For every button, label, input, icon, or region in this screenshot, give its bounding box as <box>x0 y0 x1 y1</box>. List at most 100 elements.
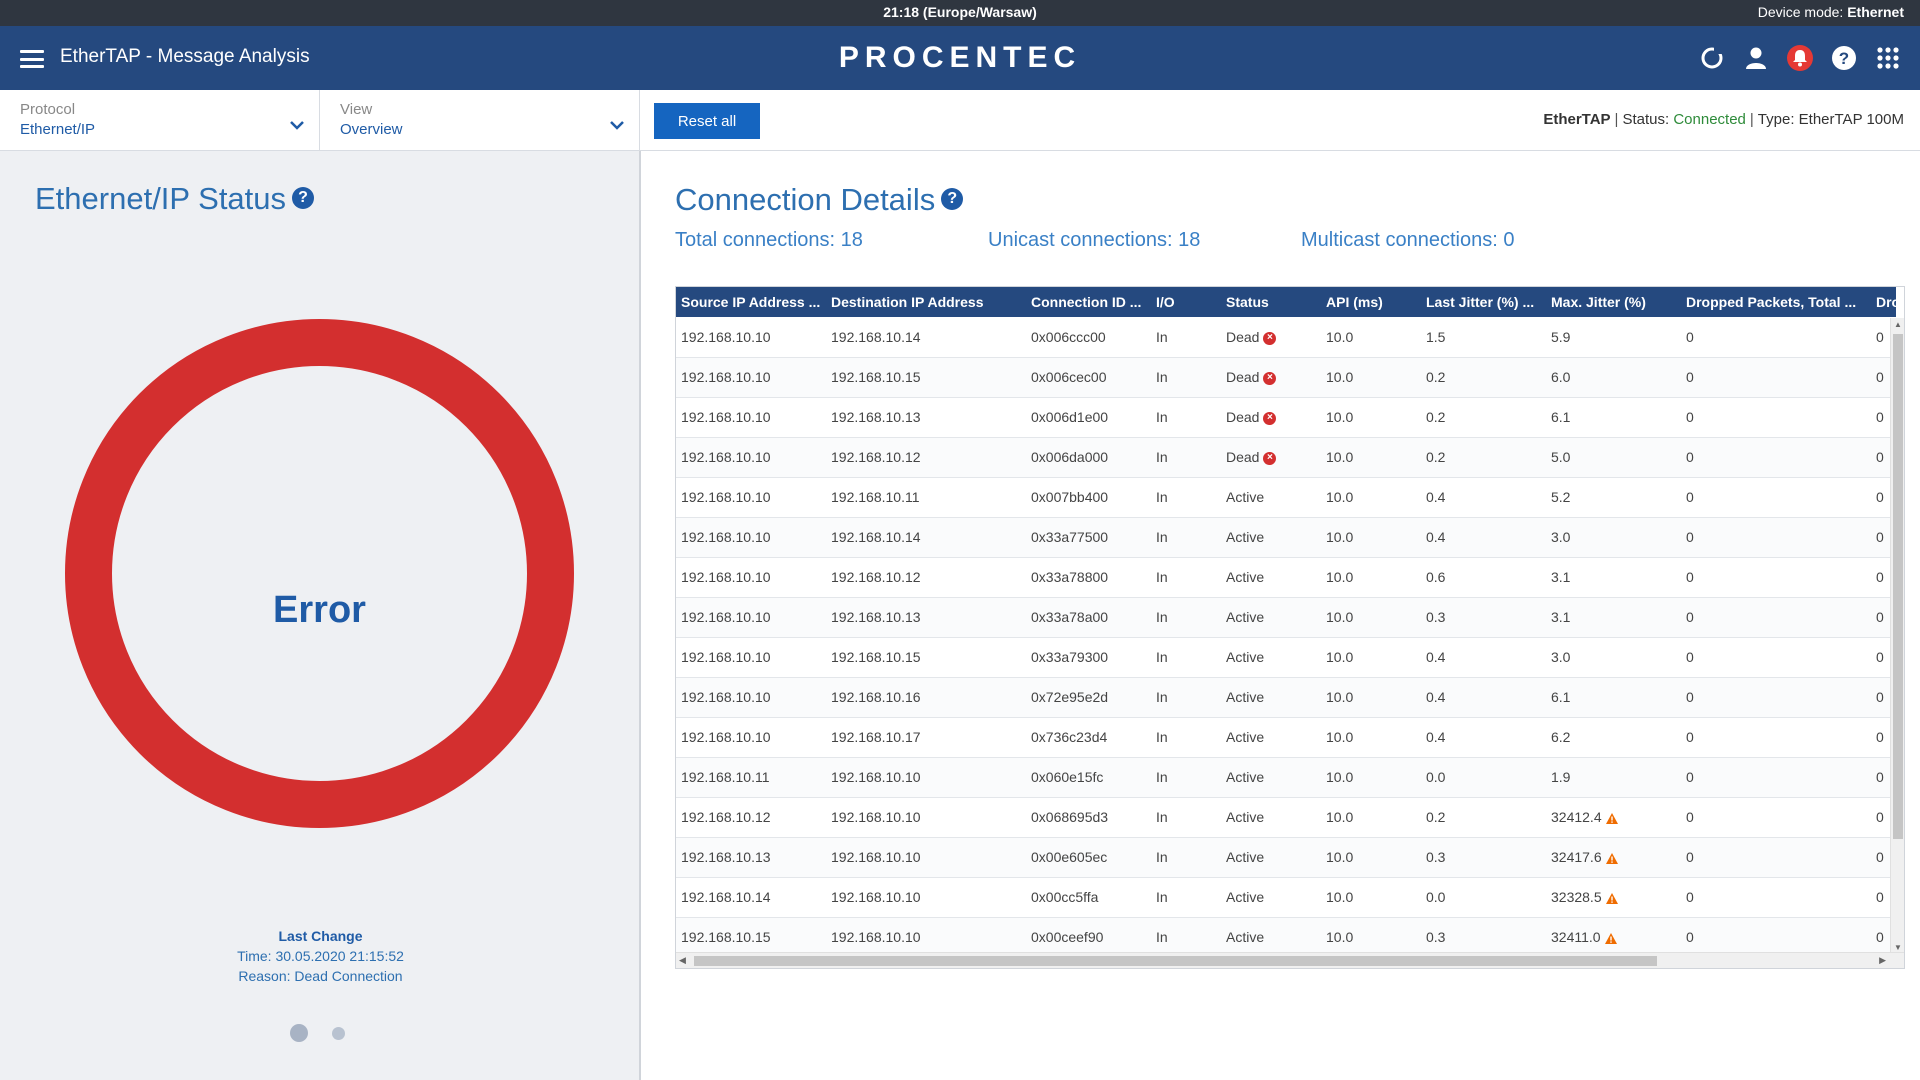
table-row[interactable]: 192.168.10.10 192.168.10.11 0x007bb400 In Ac… <box>676 477 1896 518</box>
column-header-last-jitter[interactable]: Last Jitter (%) ... <box>1421 287 1546 317</box>
table-row[interactable]: 192.168.10.12 192.168.10.10 0x068695d3 In Ac… <box>676 797 1896 838</box>
column-header-destination-ip[interactable]: Destination IP Address <box>826 287 1026 317</box>
cell-last-jitter: 0.4 <box>1421 517 1546 558</box>
table-row[interactable]: 192.168.10.10 192.168.10.15 0x33a79300 In Ac… <box>676 637 1896 678</box>
cell-status: Dead × <box>1221 357 1321 398</box>
cell-status: Active <box>1221 877 1321 918</box>
cell-last-jitter-value: 0.2 <box>1426 809 1446 825</box>
carousel-dot-2[interactable] <box>332 1026 345 1040</box>
vertical-scrollbar[interactable]: ▲ ▼ <box>1890 318 1904 954</box>
cell-dropped-packets: 0 <box>1681 677 1871 718</box>
cell-source-ip-value: 192.168.10.10 <box>681 729 771 745</box>
apps-grid-icon[interactable] <box>1874 44 1902 72</box>
system-bar: 21:18 (Europe/Warsaw) Device mode: Ether… <box>0 0 1920 26</box>
cell-last-jitter: 0.3 <box>1421 597 1546 638</box>
cell-source-ip: 192.168.10.10 <box>676 477 826 518</box>
column-header-status[interactable]: Status <box>1221 287 1321 317</box>
table-row[interactable]: 192.168.10.10 192.168.10.15 0x006cec00 In De… <box>676 357 1896 398</box>
vertical-scroll-thumb[interactable] <box>1893 334 1903 839</box>
last-change-time: Time: 30.05.2020 21:15:52 <box>237 948 404 964</box>
protocol-select[interactable]: Protocol Ethernet/IP <box>0 90 320 150</box>
error-x-icon: × <box>1263 331 1277 345</box>
table-row[interactable]: 192.168.10.10 192.168.10.14 0x006ccc00 In De… <box>676 317 1896 358</box>
notification-bell-icon[interactable] <box>1786 44 1814 72</box>
table-row[interactable]: 192.168.10.14 192.168.10.10 0x00cc5ffa In Ac… <box>676 877 1896 918</box>
cell-source-ip-value: 192.168.10.10 <box>681 409 771 425</box>
table-row[interactable]: 192.168.10.10 192.168.10.16 0x72e95e2d In Ac… <box>676 677 1896 718</box>
cell-max-jitter-value: 3.0 <box>1551 529 1571 545</box>
cell-source-ip: 192.168.10.10 <box>676 437 826 478</box>
cell-status-value: Active <box>1226 649 1265 665</box>
table-row[interactable]: 192.168.10.10 192.168.10.17 0x736c23d4 In Ac… <box>676 717 1896 758</box>
table-row[interactable]: 192.168.10.10 192.168.10.14 0x33a77500 In Ac… <box>676 517 1896 558</box>
cell-io: In <box>1151 477 1221 518</box>
multicast-connections: Multicast connections: 0 <box>1301 229 1515 251</box>
table-row[interactable]: 192.168.10.13 192.168.10.10 0x00e605ec In Ac… <box>676 837 1896 878</box>
cell-api-value: 10.0 <box>1326 449 1354 465</box>
table-row[interactable]: 192.168.10.11 192.168.10.10 0x060e15fc In Ac… <box>676 757 1896 798</box>
cell-connection-id: 0x72e95e2d <box>1026 677 1151 718</box>
user-icon[interactable] <box>1742 44 1770 72</box>
cell-dro-value: 0 <box>1876 769 1884 785</box>
view-select[interactable]: View Overview <box>320 90 640 150</box>
column-header-connection-id[interactable]: Connection ID ... <box>1026 287 1151 317</box>
total-connections: Total connections: 18 <box>675 229 863 251</box>
connections-table: Source IP Address ... Destination IP Add… <box>675 286 1905 969</box>
cell-io: In <box>1151 317 1221 358</box>
scroll-right-icon[interactable]: ▶ <box>1879 955 1886 965</box>
cell-dropped-packets-value: 0 <box>1686 409 1694 425</box>
cell-io: In <box>1151 837 1221 878</box>
cell-api: 10.0 <box>1321 837 1421 878</box>
scroll-up-icon[interactable]: ▲ <box>1894 320 1902 329</box>
column-header-max-jitter[interactable]: Max. Jitter (%) <box>1546 287 1681 317</box>
cell-source-ip: 192.168.10.11 <box>676 757 826 798</box>
cell-destination-ip: 192.168.10.10 <box>826 757 1026 798</box>
device-status-line: EtherTAP | Status: Connected | Type: EtherTA… <box>1543 111 1904 128</box>
column-header-dropped-packets[interactable]: Dropped Packets, Total ... <box>1681 287 1871 317</box>
scroll-left-icon[interactable]: ◀ <box>679 955 686 965</box>
cell-api-value: 10.0 <box>1326 729 1354 745</box>
column-header-source-ip[interactable]: Source IP Address ... <box>676 287 826 317</box>
help-icon[interactable]: ? <box>292 186 315 209</box>
cell-source-ip-value: 192.168.10.10 <box>681 489 771 505</box>
cell-dropped-packets: 0 <box>1681 437 1871 478</box>
horizontal-scroll-thumb[interactable] <box>694 956 1657 966</box>
column-header-io[interactable]: I/O <box>1151 287 1221 317</box>
table-row[interactable]: 192.168.10.10 192.168.10.12 0x33a78800 In Ac… <box>676 557 1896 598</box>
cell-status-value: Dead <box>1226 328 1260 345</box>
column-header-api[interactable]: API (ms) <box>1321 287 1421 317</box>
cell-api: 10.0 <box>1321 477 1421 518</box>
cell-destination-ip: 192.168.10.12 <box>826 557 1026 598</box>
scroll-down-icon[interactable]: ▼ <box>1894 943 1902 952</box>
cell-api-value: 10.0 <box>1326 689 1354 705</box>
help-icon[interactable]: ? <box>1830 44 1858 72</box>
cell-status: Active <box>1221 637 1321 678</box>
help-icon[interactable]: ? <box>941 187 964 210</box>
menu-icon[interactable] <box>20 50 44 68</box>
table-row[interactable]: 192.168.10.15 192.168.10.10 0x00ceef90 In Ac… <box>676 917 1896 958</box>
column-header-dro[interactable]: Dro <box>1871 287 1896 317</box>
cell-io-value: In <box>1156 849 1168 865</box>
horizontal-scrollbar[interactable]: ◀ ▶ <box>676 952 1904 968</box>
cell-source-ip-value: 192.168.10.15 <box>681 929 771 945</box>
reset-all-button[interactable]: Reset all <box>654 103 760 139</box>
warning-icon <box>1605 892 1618 904</box>
cell-api: 10.0 <box>1321 637 1421 678</box>
table-row[interactable]: 192.168.10.10 192.168.10.12 0x006da000 In De… <box>676 437 1896 478</box>
cell-connection-id: 0x006da000 <box>1026 437 1151 478</box>
refresh-icon[interactable] <box>1698 44 1726 72</box>
cell-destination-ip: 192.168.10.16 <box>826 677 1026 718</box>
cell-status-value: Active <box>1226 849 1265 865</box>
cell-dro-value: 0 <box>1876 649 1884 665</box>
table-row[interactable]: 192.168.10.10 192.168.10.13 0x33a78a00 In Ac… <box>676 597 1896 638</box>
cell-last-jitter-value: 0.0 <box>1426 769 1446 785</box>
cell-api: 10.0 <box>1321 597 1421 638</box>
cell-api: 10.0 <box>1321 357 1421 398</box>
cell-last-jitter-value: 0.3 <box>1426 849 1446 865</box>
cell-last-jitter-value: 0.6 <box>1426 569 1446 585</box>
table-row[interactable]: 192.168.10.10 192.168.10.13 0x006d1e00 In De… <box>676 397 1896 438</box>
cell-dropped-packets-value: 0 <box>1686 369 1694 385</box>
cell-dro-value: 0 <box>1876 409 1884 425</box>
carousel-dot-1[interactable] <box>290 1024 308 1042</box>
cell-api: 10.0 <box>1321 557 1421 598</box>
